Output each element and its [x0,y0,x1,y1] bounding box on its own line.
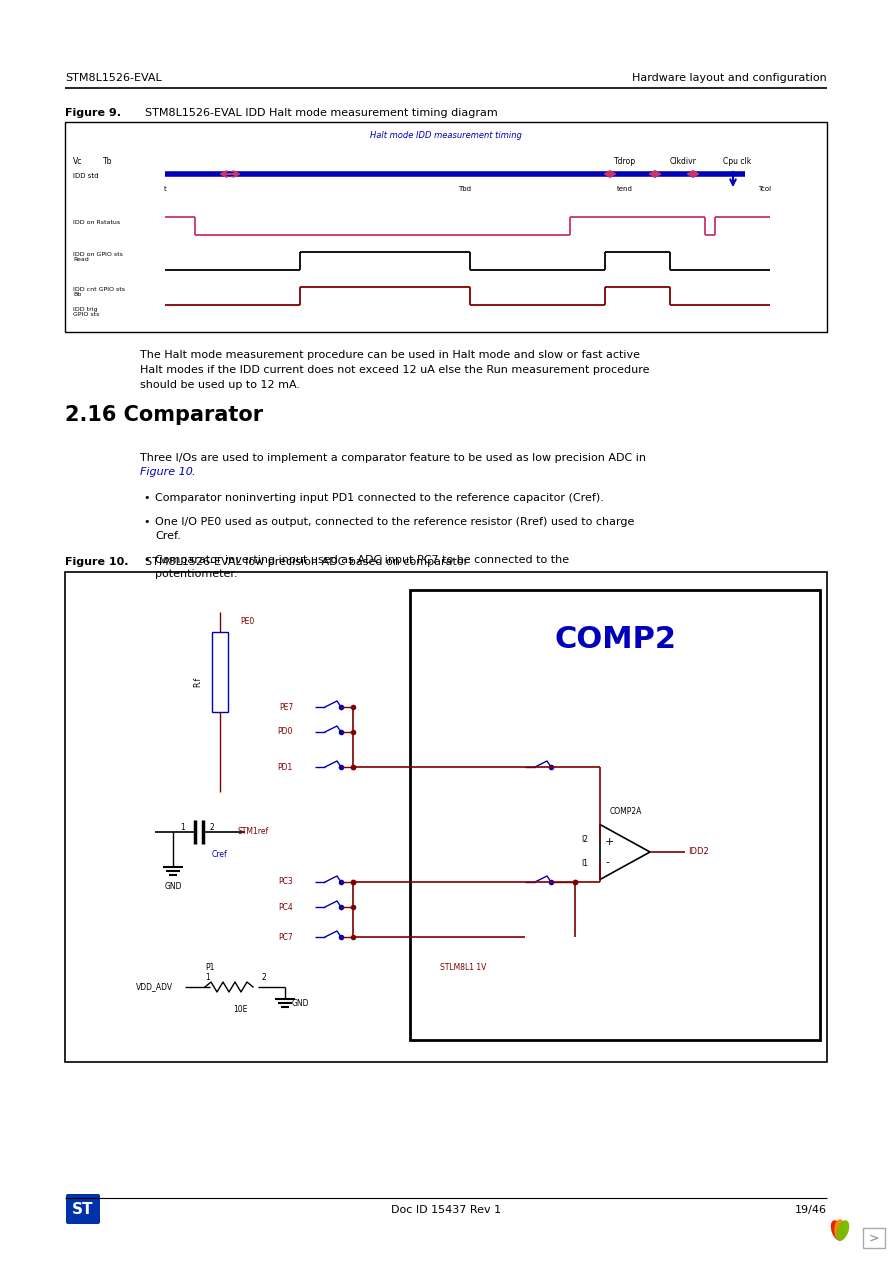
Text: PC7: PC7 [278,932,293,941]
Text: PC3: PC3 [278,878,293,887]
Text: STLM8L1 1V: STLM8L1 1V [440,962,486,971]
Text: Halt mode IDD measurement timing: Halt mode IDD measurement timing [370,131,522,140]
Text: potentiometer.: potentiometer. [155,570,237,578]
Text: IDD trig
GPIO sts: IDD trig GPIO sts [73,307,99,317]
Text: Comparator noninverting input PD1 connected to the reference capacitor (Cref).: Comparator noninverting input PD1 connec… [155,493,604,503]
Text: 10E: 10E [233,1005,247,1014]
Bar [65,572,827,1062]
Bar [212,632,228,712]
Text: STM8L1526-EVAL IDD Halt mode measurement timing diagram: STM8L1526-EVAL IDD Halt mode measurement… [145,109,498,117]
Text: One I/O PE0 used as output, connected to the reference resistor (Rref) used to c: One I/O PE0 used as output, connected to… [155,517,634,527]
Text: t: t [163,186,167,192]
Text: Tdrop: Tdrop [614,158,636,167]
Text: Figure 10: Figure 10 [140,467,193,477]
Text: Cpu clk: Cpu clk [723,158,751,167]
Text: STM8L1526-EVAL low precision ADC based on comparator: STM8L1526-EVAL low precision ADC based o… [145,557,468,567]
Text: The Halt mode measurement procedure can be used in Halt mode and slow or fast ac: The Halt mode measurement procedure can … [140,350,640,360]
Text: IDD std: IDD std [73,173,98,179]
Text: tend: tend [617,186,633,192]
Text: •: • [143,493,150,503]
Text: I1: I1 [581,860,588,869]
Text: PC4: PC4 [278,903,293,912]
Text: Cref: Cref [212,850,227,859]
Text: R.f: R.f [193,677,202,687]
Text: Vc: Vc [73,158,82,167]
Text: 1: 1 [180,822,185,831]
Text: Clkdivr: Clkdivr [670,158,697,167]
Text: IDD2: IDD2 [688,847,709,856]
Text: .: . [188,467,195,477]
Text: PE0: PE0 [240,618,254,626]
FancyBboxPatch shape [66,1194,100,1224]
Ellipse shape [831,1221,843,1240]
Bar [863,1228,885,1248]
Text: P1: P1 [205,962,215,973]
Text: 2: 2 [261,973,266,983]
Text: should be used up to 12 mA.: should be used up to 12 mA. [140,380,300,390]
Bar [65,123,827,332]
Text: IDD cnt GPIO sts
Bb: IDD cnt GPIO sts Bb [73,287,125,297]
Text: •: • [143,554,150,565]
Text: STM8L1526-EVAL: STM8L1526-EVAL [65,73,161,83]
Text: GND: GND [164,882,182,890]
Text: Comparator inverting input used as ADC input PC7 to be connected to the: Comparator inverting input used as ADC i… [155,554,569,565]
Text: 19/46: 19/46 [795,1205,827,1215]
Text: IDD on Rstatus: IDD on Rstatus [73,220,120,225]
Text: Hardware layout and configuration: Hardware layout and configuration [632,73,827,83]
Text: Tcol: Tcol [758,186,772,192]
Text: Doc ID 15437 Rev 1: Doc ID 15437 Rev 1 [391,1205,501,1215]
Text: I2: I2 [581,836,588,845]
Text: PD0: PD0 [277,727,293,736]
Text: •: • [143,517,150,527]
Text: COMP2: COMP2 [554,625,676,654]
Text: +: + [605,837,615,847]
Text: Tb: Tb [103,158,112,167]
Text: 2.16 Comparator: 2.16 Comparator [65,405,263,426]
Text: Three I/Os are used to implement a comparator feature to be used as low precisio: Three I/Os are used to implement a compa… [140,453,646,464]
Text: Cref.: Cref. [155,530,181,541]
Text: PE7: PE7 [278,702,293,711]
Text: STM1ref: STM1ref [238,827,269,836]
Text: GND: GND [292,999,309,1008]
Text: >: > [869,1231,880,1244]
Text: 2: 2 [210,822,215,831]
Text: IDD on GPIO sts
Read: IDD on GPIO sts Read [73,251,123,263]
Bar [410,590,820,1039]
Text: -: - [605,858,609,866]
Text: VDD_ADV: VDD_ADV [136,983,174,991]
Text: Figure 10.: Figure 10. [65,557,128,567]
Text: ST: ST [72,1201,94,1216]
Text: Halt modes if the IDD current does not exceed 12 uA else the Run measurement pro: Halt modes if the IDD current does not e… [140,365,649,375]
Text: PD1: PD1 [277,763,293,772]
Text: 1: 1 [205,973,210,983]
Text: COMP2A: COMP2A [610,807,642,816]
Ellipse shape [837,1221,848,1240]
Text: Figure 9.: Figure 9. [65,109,121,117]
Text: Tbd: Tbd [458,186,472,192]
Ellipse shape [835,1220,845,1240]
